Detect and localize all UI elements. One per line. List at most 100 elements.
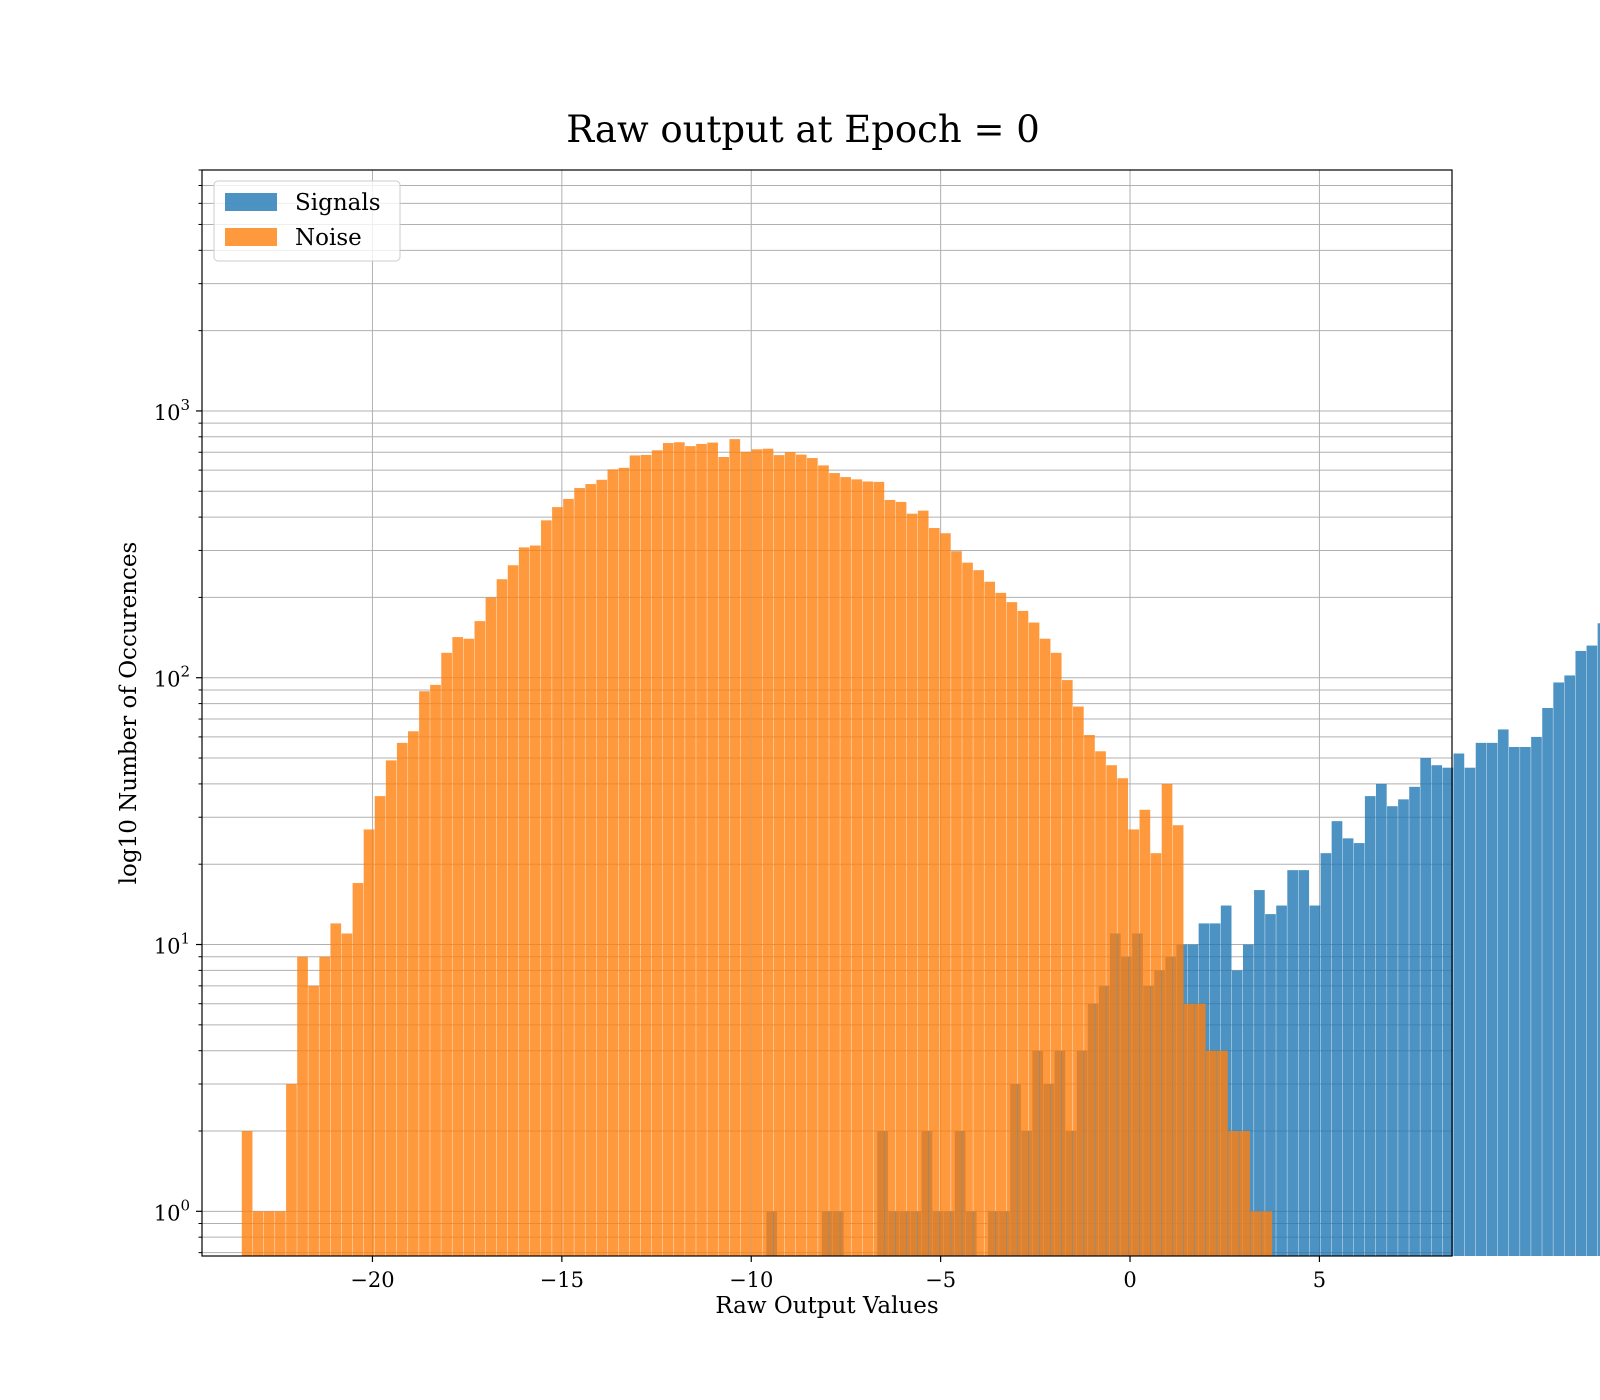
noise-bar [895, 501, 907, 1256]
signals-bar [1242, 944, 1254, 1256]
signals-bar [1375, 783, 1387, 1256]
noise-bar [507, 565, 519, 1256]
y-axis-label: log10 Number of Occurences [116, 542, 142, 885]
noise-bar [1150, 853, 1162, 1256]
noise-bar [286, 1084, 297, 1256]
noise-bar [396, 742, 408, 1256]
noise-bar [818, 465, 829, 1256]
y-tick-label: 102 [154, 663, 190, 692]
signals-bar [1431, 765, 1443, 1256]
noise-bar [884, 499, 896, 1256]
signals-bar [1364, 796, 1376, 1256]
noise-bar [1261, 1211, 1273, 1256]
noise-bar [374, 796, 386, 1256]
noise-bar [773, 455, 785, 1256]
noise-bar [1095, 751, 1106, 1256]
signals-bar [1265, 914, 1276, 1256]
noise-bar [1017, 610, 1029, 1256]
noise-bar [1139, 809, 1151, 1256]
noise-bar [1128, 829, 1140, 1256]
signals-bar [1597, 623, 1600, 1256]
noise-bar [829, 473, 840, 1256]
chart-title: Raw output at Epoch = 0 [566, 108, 1040, 151]
noise-bar [1073, 706, 1084, 1256]
signals-bar [1442, 767, 1454, 1256]
noise-bar [1250, 1211, 1262, 1256]
noise-bar [629, 455, 641, 1256]
noise-bar [840, 477, 851, 1257]
signals-bar [1353, 843, 1365, 1256]
noise-bar [1106, 765, 1117, 1256]
legend-swatch-signals [225, 193, 277, 211]
noise-bar [995, 592, 1007, 1256]
signals-bar [1531, 736, 1542, 1256]
noise-bar [1117, 778, 1129, 1256]
noise-bar [363, 829, 375, 1256]
signals-bar [1254, 890, 1265, 1256]
noise-bar [485, 597, 497, 1256]
noise-bar [385, 760, 397, 1256]
noise-bar [275, 1211, 286, 1256]
noise-bar [297, 956, 308, 1256]
signals-bar [1486, 742, 1498, 1256]
noise-bar [873, 481, 885, 1256]
noise-bar [1006, 602, 1018, 1256]
x-tick-label: −10 [729, 1268, 773, 1292]
noise-bar [252, 1211, 264, 1256]
noise-bar [352, 883, 364, 1256]
noise-bar [740, 451, 752, 1256]
signals-bar [1497, 729, 1509, 1256]
noise-bar [851, 479, 863, 1256]
noise-bar [552, 507, 563, 1256]
noise-bar [940, 533, 951, 1256]
signals-bar [1298, 870, 1310, 1256]
noise-bar [862, 481, 874, 1257]
signals-bar [1464, 767, 1476, 1256]
noise-bar [419, 691, 430, 1256]
noise-bar [1061, 680, 1073, 1256]
noise-bar [1028, 622, 1040, 1256]
noise-bar [1217, 1050, 1228, 1256]
signals-bar [1508, 747, 1520, 1256]
noise-bar [707, 442, 718, 1257]
signals-bar [1331, 821, 1343, 1256]
noise-bar [640, 454, 652, 1256]
signals-bar [1309, 905, 1321, 1256]
legend: Signals Noise [213, 180, 401, 262]
noise-bar [1039, 638, 1051, 1256]
signals-bar [1453, 753, 1465, 1256]
noise-bar [674, 442, 685, 1256]
noise-bar [263, 1211, 275, 1256]
noise-bar [928, 528, 940, 1256]
noise-bar [319, 956, 331, 1256]
noise-bar [696, 443, 707, 1257]
signals-bar [1420, 758, 1431, 1256]
x-tick-label: −5 [925, 1268, 956, 1292]
x-tick-label: 0 [1123, 1268, 1136, 1292]
noise-bar [662, 443, 674, 1256]
noise-bar [430, 684, 441, 1256]
noise-bar [729, 439, 741, 1256]
x-axis-ticks: −20 −15 −10 −5 0 5 [350, 1256, 1326, 1292]
x-axis-label: Raw Output Values [715, 1293, 938, 1319]
signals-bar [1342, 838, 1354, 1256]
noise-bar [341, 933, 353, 1256]
noise-bar [685, 446, 696, 1256]
signals-bar [1398, 799, 1409, 1256]
noise-bar [751, 449, 763, 1256]
noise-bar [563, 498, 574, 1256]
noise-bar [474, 621, 486, 1256]
noise-bar [1194, 1003, 1206, 1256]
noise-bar [718, 456, 730, 1256]
noise-bar [906, 513, 918, 1256]
y-axis-ticks: 100 101 102 103 [154, 169, 202, 1254]
y-tick-label: 103 [154, 396, 190, 425]
noise-bar [441, 652, 452, 1256]
legend-swatch-noise [225, 228, 277, 246]
signals-bar [1564, 675, 1576, 1256]
x-tick-label: −20 [350, 1268, 394, 1292]
signals-bar [1287, 870, 1298, 1256]
signals-bar [1409, 786, 1420, 1256]
signals-bar [1575, 650, 1587, 1256]
